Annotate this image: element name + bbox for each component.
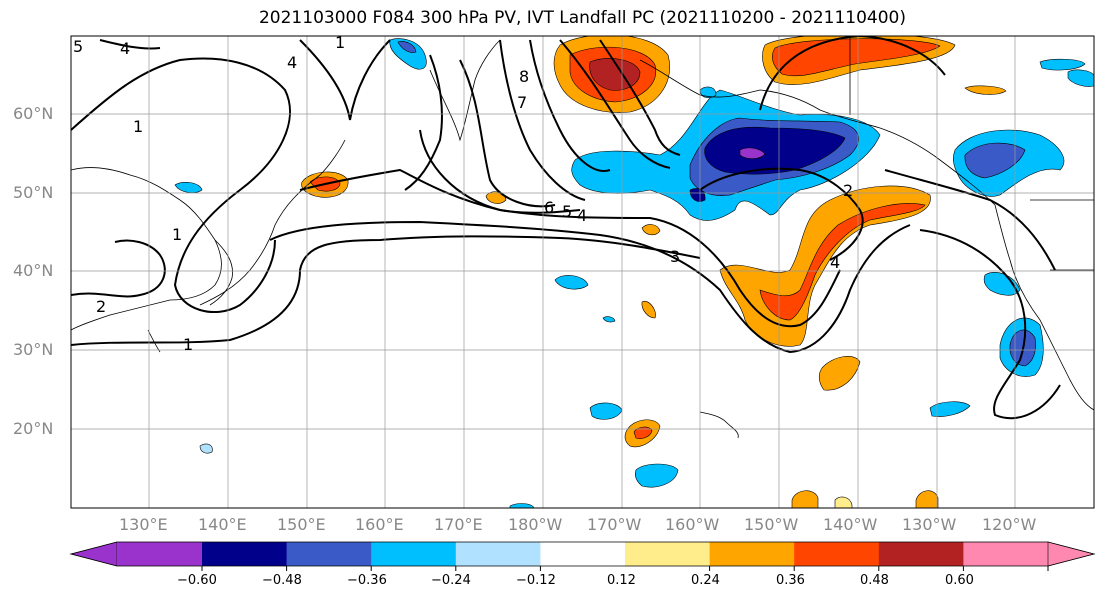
lon-label: 150°W [744, 515, 799, 534]
contour-label: 1 [183, 335, 193, 354]
colorbar-tick-label: 0.36 [776, 573, 805, 588]
colorbar-extend-high [1047, 541, 1096, 567]
contour-labels: 4 4 1 1 2 8 7 6 5 4 3 4 2 5 1 1 [73, 33, 853, 354]
colorbar-box [625, 542, 711, 566]
colorbar-tick-label: 0.60 [945, 573, 974, 588]
contour-label: 3 [670, 247, 680, 266]
contour-label: 1 [335, 33, 345, 52]
coastline-north-america [994, 204, 1094, 411]
lat-label: 30°N [13, 340, 54, 359]
colorbar-outline [69, 541, 1096, 567]
contour-label: 4 [120, 39, 130, 58]
colorbar-box [286, 542, 372, 566]
lat-label: 50°N [13, 183, 54, 202]
lon-label: 120°W [982, 515, 1037, 534]
lon-label: 170°W [587, 515, 642, 534]
contour-label: 4 [287, 53, 297, 72]
colorbar-tick-label: −0.24 [431, 573, 471, 588]
pv-contours [71, 36, 1061, 420]
colorbar-tick-label: −0.48 [262, 573, 302, 588]
colorbar-tick-label: 0.48 [860, 573, 889, 588]
anomaly-negative-bering-max [704, 126, 846, 175]
pv-contour-4 [299, 168, 841, 328]
map-title: 2021103000 F084 300 hPa PV, IVT Landfall… [258, 8, 906, 28]
pv-contour-ridge [559, 39, 671, 169]
contour-label: 5 [562, 202, 572, 221]
lat-label: 60°N [13, 104, 54, 123]
pv-contour-gulf [699, 167, 864, 261]
pv-contour-1-south [71, 235, 701, 346]
anomaly-positive-band-core [759, 203, 926, 321]
contour-label: 4 [577, 206, 587, 225]
coastline-japan [199, 139, 346, 306]
colorbar [69, 541, 1096, 571]
contour-label: 5 [73, 37, 83, 56]
contour-label: 6 [544, 198, 554, 217]
contour-label: 7 [517, 93, 527, 112]
colorbar-tick-label: 0.24 [691, 573, 720, 588]
pv-contour-2 [71, 239, 166, 298]
colorbar-box [794, 542, 880, 566]
pv-contour-ridge-2 [599, 39, 681, 156]
colorbar-extend-low [69, 541, 118, 567]
colorbar-tick-label: −0.12 [516, 573, 556, 588]
contour-label: 1 [133, 117, 143, 136]
lon-label: 160°E [355, 515, 404, 534]
lon-label: 130°W [902, 515, 957, 534]
map-area: 4 4 1 1 2 8 7 6 5 4 3 4 2 5 1 1 [71, 33, 1094, 508]
pv-contour-5 [419, 129, 581, 214]
colorbar-tick-label: −0.60 [177, 573, 217, 588]
lon-label: 170°E [434, 515, 483, 534]
colorbar-box [878, 542, 964, 566]
lon-label: 140°E [198, 515, 247, 534]
contour-label: 2 [843, 181, 853, 200]
lat-label: 20°N [13, 419, 54, 438]
pv-contour-ca [919, 229, 1061, 420]
colorbar-box [963, 542, 1048, 566]
contour-label: 8 [519, 67, 529, 86]
colorbar-box [371, 542, 457, 566]
lon-label: 140°W [823, 515, 878, 534]
map-frame [70, 35, 1095, 509]
colorbar-box [117, 542, 202, 566]
colorbar-box [202, 542, 288, 566]
contour-label: 1 [172, 225, 182, 244]
pv-contour-east [884, 169, 1056, 271]
lat-label: 40°N [13, 261, 54, 280]
lon-label: 180°W [508, 515, 563, 534]
pv-contour-6 [459, 59, 556, 208]
coastline-kamchatka [429, 39, 501, 142]
pv-contour-3 [269, 220, 911, 354]
pv-contour-north [299, 39, 391, 121]
pv-contour-8 [529, 39, 611, 172]
colorbar-box [540, 542, 626, 566]
coastline-asia [71, 167, 222, 331]
pv-contour-1-west [71, 57, 291, 314]
colorbar-box [455, 542, 541, 566]
lon-label: 130°E [119, 515, 168, 534]
colorbar-box [709, 542, 795, 566]
gridlines [71, 36, 1094, 508]
colorbar-tick-label: −0.36 [347, 573, 387, 588]
contour-label: 2 [96, 297, 106, 316]
coastline-korea [209, 239, 233, 306]
lon-label: 160°W [665, 515, 720, 534]
lon-label: 150°E [277, 515, 326, 534]
pv-contour-7 [499, 39, 586, 201]
contour-label: 4 [830, 253, 840, 272]
colorbar-tick-label: 0.12 [607, 573, 636, 588]
